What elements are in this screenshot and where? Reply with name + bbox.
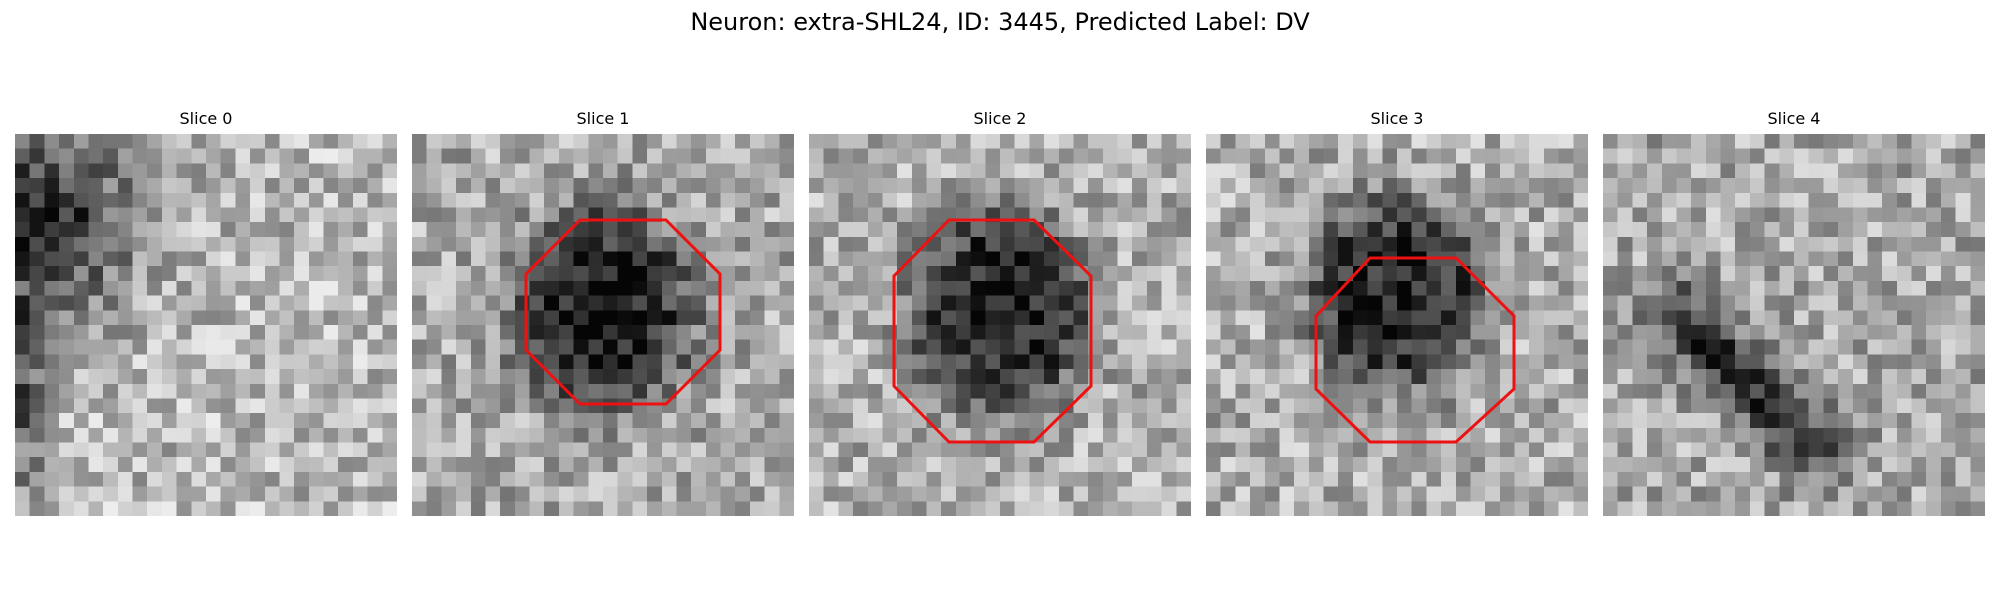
slice-image-3 [1206,134,1588,516]
slice-panel-3: Slice 3 [1206,108,1588,516]
slice-panel-0: Slice 0 [15,108,397,516]
slice-image-0 [15,134,397,516]
slice-image-1 [412,134,794,516]
slice-pixels-0 [15,134,397,516]
slice-panel-1: Slice 1 [412,108,794,516]
slice-panel-4: Slice 4 [1603,108,1985,516]
slice-pixels-3 [1206,134,1588,516]
slice-title-3: Slice 3 [1370,109,1424,128]
slice-pixels-2 [809,134,1191,516]
slice-image-2 [809,134,1191,516]
slice-image-4 [1603,134,1985,516]
slice-title-4: Slice 4 [1767,109,1821,128]
slice-title-2: Slice 2 [973,109,1027,128]
figure-title: Neuron: extra-SHL24, ID: 3445, Predicted… [690,8,1310,36]
slice-pixels-1 [412,134,794,516]
slice-panel-2: Slice 2 [809,108,1191,516]
slice-title-1: Slice 1 [576,109,630,128]
slice-title-0: Slice 0 [179,109,233,128]
slice-pixels-4 [1603,134,1985,516]
